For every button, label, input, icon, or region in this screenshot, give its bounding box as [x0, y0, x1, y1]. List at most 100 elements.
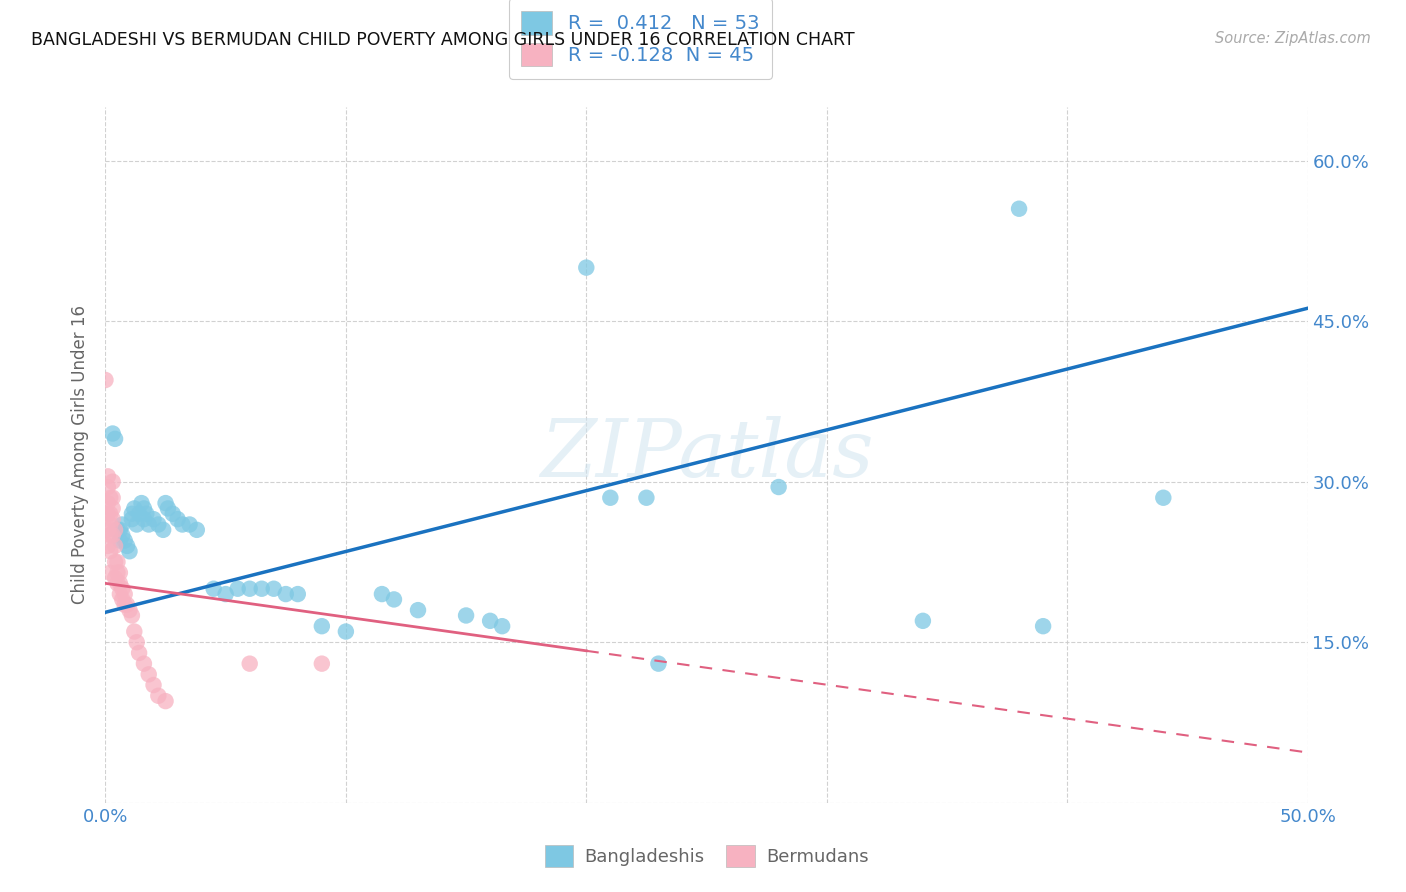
Point: [98, 507, 121, 521]
Point: [166, 512, 188, 526]
Point: [179, 517, 201, 532]
Point: [479, 614, 502, 628]
Point: [250, 582, 273, 596]
Point: [124, 624, 146, 639]
Point: [108, 533, 131, 548]
Point: [155, 694, 177, 708]
Point: [107, 576, 129, 591]
Point: [104, 571, 127, 585]
Text: BANGLADESHI VS BERMUDAN CHILD POVERTY AMONG GIRLS UNDER 16 CORRELATION CHART: BANGLADESHI VS BERMUDAN CHILD POVERTY AM…: [31, 31, 855, 49]
Point: [101, 491, 124, 505]
Point: [97, 480, 120, 494]
Point: [101, 528, 124, 542]
Point: [104, 523, 127, 537]
Point: [214, 587, 236, 601]
Point: [125, 517, 148, 532]
Point: [311, 619, 333, 633]
Point: [491, 619, 513, 633]
Point: [98, 528, 121, 542]
Point: [186, 523, 208, 537]
Point: [636, 491, 658, 505]
Point: [155, 496, 177, 510]
Point: [101, 475, 124, 489]
Point: [202, 582, 225, 596]
Point: [382, 592, 405, 607]
Point: [239, 657, 262, 671]
Text: ZIPatlas: ZIPatlas: [540, 417, 873, 493]
Point: [1008, 202, 1031, 216]
Point: [101, 501, 124, 516]
Point: [111, 582, 134, 596]
Point: [101, 426, 124, 441]
Point: [128, 507, 150, 521]
Point: [97, 523, 120, 537]
Y-axis label: Child Poverty Among Girls Under 16: Child Poverty Among Girls Under 16: [72, 305, 90, 605]
Point: [97, 539, 120, 553]
Point: [911, 614, 934, 628]
Point: [142, 512, 165, 526]
Point: [152, 523, 174, 537]
Point: [406, 603, 429, 617]
Point: [101, 512, 124, 526]
Point: [142, 678, 165, 692]
Point: [111, 528, 134, 542]
Point: [121, 507, 143, 521]
Point: [162, 507, 184, 521]
Point: [98, 566, 121, 580]
Point: [124, 501, 146, 516]
Point: [287, 587, 309, 601]
Text: Source: ZipAtlas.com: Source: ZipAtlas.com: [1215, 31, 1371, 46]
Point: [274, 587, 297, 601]
Point: [114, 587, 136, 601]
Point: [148, 517, 170, 532]
Point: [108, 566, 131, 580]
Point: [114, 533, 136, 548]
Point: [132, 657, 155, 671]
Point: [98, 491, 121, 505]
Point: [121, 512, 143, 526]
Point: [226, 582, 249, 596]
Point: [125, 635, 148, 649]
Point: [108, 523, 131, 537]
Point: [107, 566, 129, 580]
Point: [138, 517, 160, 532]
Legend: Bangladeshis, Bermudans: Bangladeshis, Bermudans: [537, 838, 876, 874]
Point: [108, 587, 131, 601]
Point: [118, 544, 141, 558]
Point: [98, 544, 121, 558]
Point: [131, 496, 153, 510]
Point: [94, 373, 117, 387]
Point: [128, 646, 150, 660]
Point: [97, 507, 120, 521]
Point: [335, 624, 357, 639]
Point: [107, 523, 129, 537]
Point: [132, 512, 155, 526]
Point: [97, 469, 120, 483]
Point: [104, 539, 127, 553]
Point: [311, 657, 333, 671]
Point: [454, 608, 477, 623]
Point: [115, 598, 138, 612]
Point: [121, 608, 143, 623]
Point: [263, 582, 285, 596]
Point: [98, 517, 121, 532]
Point: [239, 582, 262, 596]
Point: [104, 555, 127, 569]
Point: [172, 517, 194, 532]
Point: [138, 667, 160, 681]
Point: [111, 592, 134, 607]
Point: [111, 517, 134, 532]
Point: [118, 603, 141, 617]
Point: [599, 491, 621, 505]
Point: [1152, 491, 1174, 505]
Point: [575, 260, 598, 275]
Point: [768, 480, 790, 494]
Point: [647, 657, 669, 671]
Point: [1032, 619, 1054, 633]
Point: [135, 507, 157, 521]
Point: [104, 432, 127, 446]
Point: [132, 501, 155, 516]
Point: [97, 496, 120, 510]
Point: [107, 555, 129, 569]
Point: [114, 598, 136, 612]
